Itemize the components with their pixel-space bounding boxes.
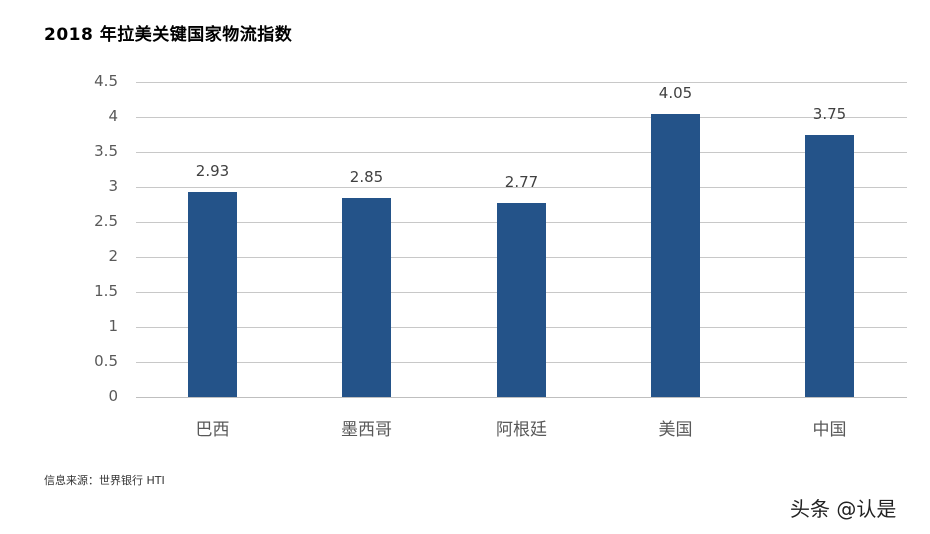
y-tick-label: 1.5 (94, 282, 118, 300)
source-note: 信息来源：世界银行 HTI (44, 474, 165, 487)
bar-value-label: 3.75 (812, 105, 847, 123)
bar (188, 192, 237, 397)
x-category-label: 阿根廷 (496, 420, 547, 440)
gridline (136, 397, 907, 398)
y-tick-label: 3.5 (94, 142, 118, 160)
y-tick-label: 0 (108, 387, 118, 405)
gridline (136, 187, 907, 188)
y-tick-label: 0.5 (94, 352, 118, 370)
bar (651, 114, 700, 397)
y-tick-label: 2 (108, 247, 118, 265)
chart-title: 2018 年拉美关键国家物流指数 (44, 25, 293, 45)
gridline (136, 82, 907, 83)
y-tick-label: 1 (108, 317, 118, 335)
bar (805, 135, 854, 397)
bar (342, 198, 391, 397)
x-category-label: 美国 (658, 420, 693, 440)
gridline (136, 117, 907, 118)
y-tick-label: 3 (108, 177, 118, 195)
y-tick-label: 4.5 (94, 72, 118, 90)
bar-value-label: 2.85 (349, 168, 384, 186)
bar-value-label: 4.05 (658, 84, 693, 102)
x-category-label: 中国 (812, 420, 847, 440)
bar (497, 203, 546, 397)
gridline (136, 152, 907, 153)
y-tick-label: 4 (108, 107, 118, 125)
x-category-label: 墨西哥 (341, 420, 392, 440)
bar-value-label: 2.77 (504, 173, 539, 191)
watermark: 头条 @认是 (790, 497, 897, 521)
x-category-label: 巴西 (195, 420, 230, 440)
y-tick-label: 2.5 (94, 212, 118, 230)
bar-value-label: 2.93 (195, 162, 230, 180)
